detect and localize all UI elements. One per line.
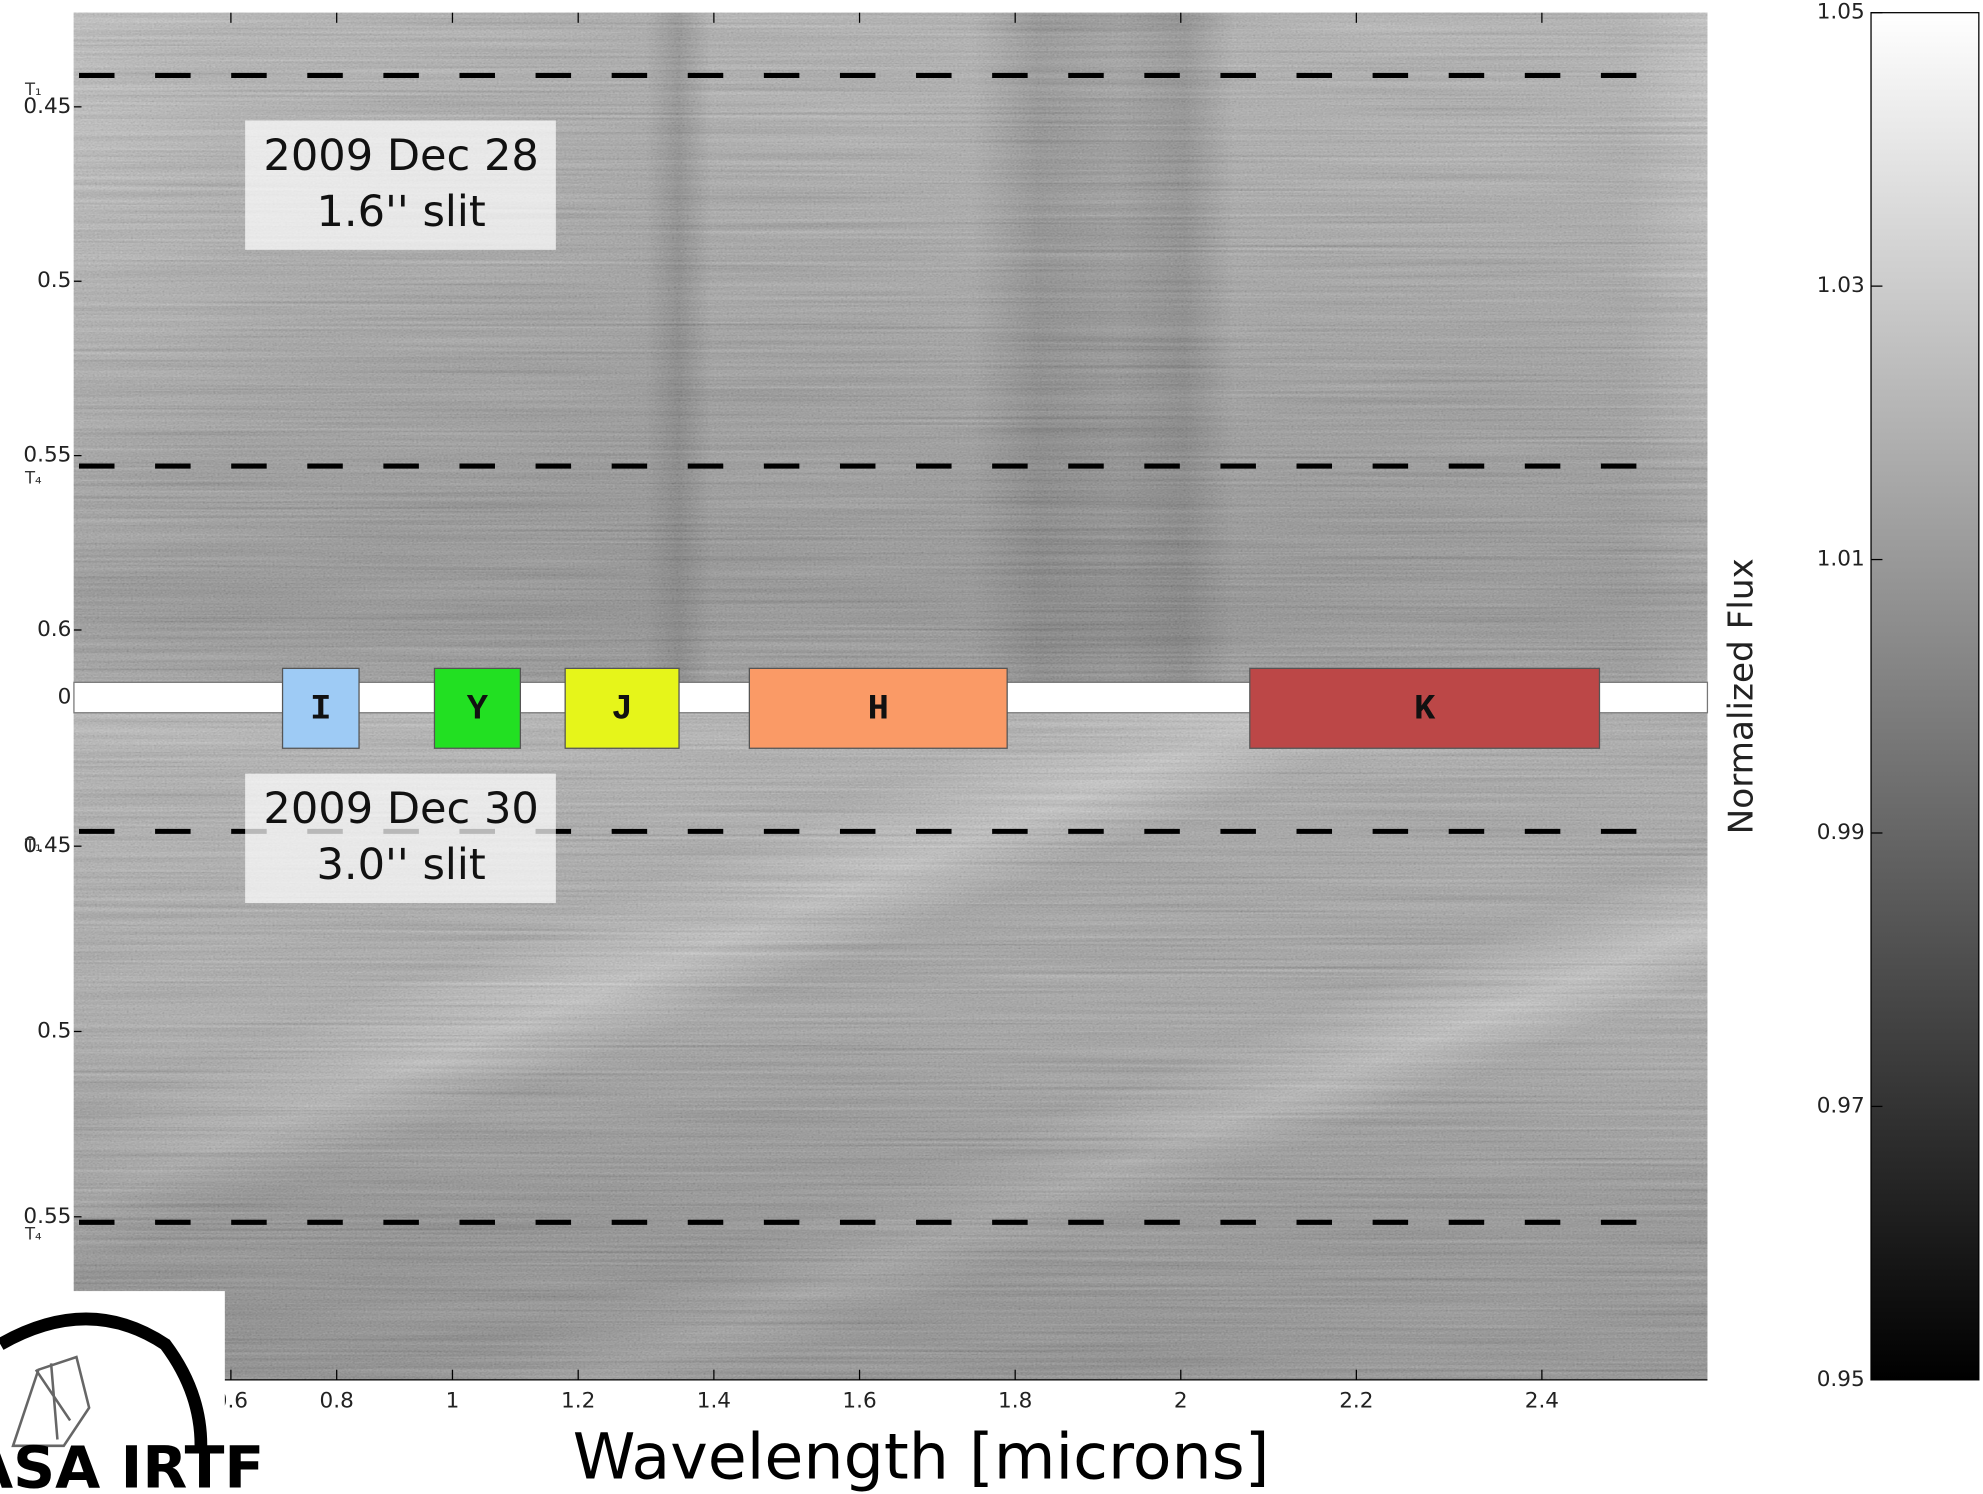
x-tick-label: 1.8 — [998, 1388, 1032, 1413]
band-label: K — [1414, 688, 1436, 729]
colorbar-tick-label: 1.03 — [1817, 273, 1865, 298]
x-tick-label: 2.4 — [1525, 1388, 1559, 1413]
annotation-box — [245, 773, 556, 903]
annotation-text: 2009 Dec 28 — [263, 131, 538, 181]
band-label: Y — [467, 688, 489, 729]
band-box — [433, 667, 522, 749]
band-label: J — [611, 688, 632, 729]
x-tick-label: 1.2 — [561, 1388, 595, 1413]
colorbar-tick-label: 1.01 — [1817, 547, 1865, 572]
colorbar-tick-label: 0.97 — [1817, 1093, 1865, 1118]
annotation-box — [245, 120, 556, 250]
marker-label: T₁ — [24, 80, 42, 99]
x-tick-label: 1.4 — [697, 1388, 731, 1413]
colorbar-label: Normalized Flux — [1721, 558, 1761, 834]
colorbar-tick-label: 0.95 — [1817, 1367, 1865, 1392]
y-tick-label: 0.45 — [23, 94, 71, 119]
panel-noise — [73, 12, 1708, 683]
y-tick-label: 0.45 — [23, 833, 71, 858]
band-label: H — [868, 688, 889, 729]
band-box — [748, 667, 1008, 749]
logo-text: NASA IRTF — [0, 1433, 264, 1494]
y-tick-label: 0.6 — [37, 617, 71, 642]
x-tick-label: 1.6 — [842, 1388, 876, 1413]
separator-tick-label: 0 — [58, 685, 72, 710]
logo-dome — [0, 1312, 208, 1453]
y-tick-label: 0.5 — [37, 1018, 71, 1043]
marker-label: T₄ — [24, 1225, 42, 1244]
y-tick-label: 0.55 — [23, 443, 71, 468]
x-tick-label: 2.2 — [1339, 1388, 1373, 1413]
annotation-text: 3.0'' slit — [316, 840, 485, 890]
y-tick-label: 0.5 — [37, 268, 71, 293]
y-tick-label: 0.55 — [23, 1204, 71, 1229]
colorbar-tick-label: 1.05 — [1817, 0, 1865, 25]
marker-label: T₁ — [24, 836, 42, 855]
x-axis-label: Wavelength [microns] — [573, 1420, 1270, 1494]
marker-label: T₄ — [24, 468, 42, 487]
band-label: I — [310, 688, 331, 729]
x-tick-label: 1 — [446, 1388, 460, 1413]
band-box — [564, 667, 680, 749]
x-tick-label: 0.8 — [320, 1388, 354, 1413]
colorbar-tick-label: 0.99 — [1817, 820, 1865, 845]
band-box — [281, 667, 360, 749]
logo-telescope — [11, 1355, 91, 1448]
band-box — [1249, 667, 1601, 749]
annotation-text: 1.6'' slit — [316, 187, 485, 237]
annotation-text: 2009 Dec 30 — [263, 784, 538, 834]
colorbar — [1870, 12, 1980, 1381]
x-tick-label: 2 — [1174, 1388, 1188, 1413]
